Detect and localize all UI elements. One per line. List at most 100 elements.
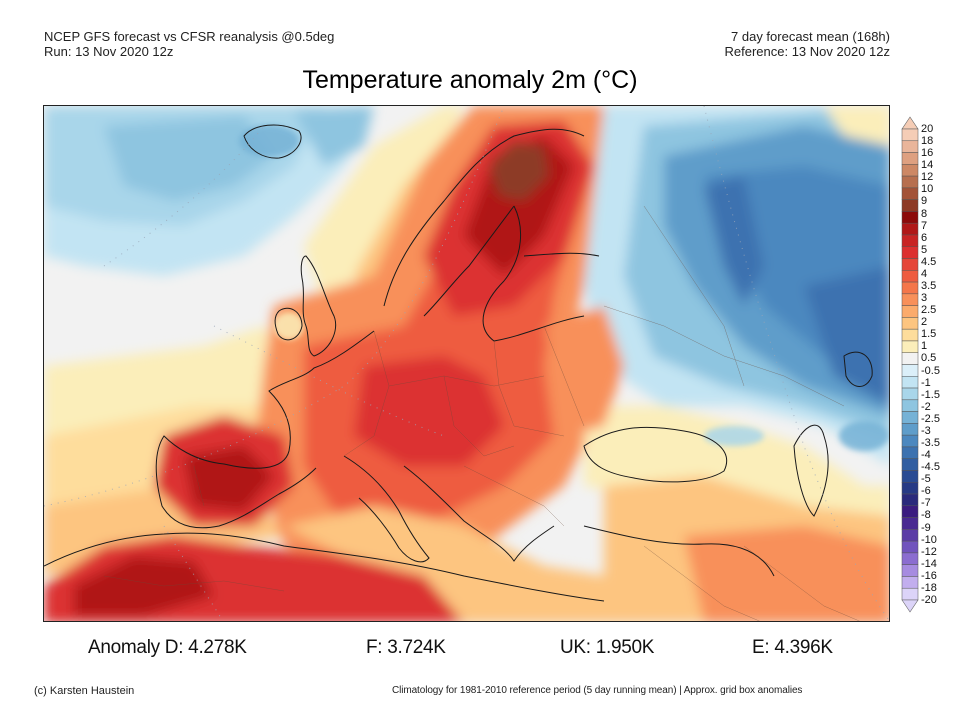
- colorbar-bin: [901, 587, 919, 601]
- anomaly-uk: UK: 1.950K: [560, 637, 655, 658]
- graticule-line: [44, 106, 505, 507]
- colorbar-bin: [901, 470, 919, 483]
- colorbar-bin: [901, 281, 919, 295]
- colorbar-tick-label: -7: [921, 497, 931, 510]
- header-right: 7 day forecast mean (168h) Reference: 13…: [725, 29, 891, 59]
- western-europe-coast: [155, 330, 375, 529]
- colorbar-tick-label: -1.5: [921, 388, 940, 401]
- colorbar-top-arrow: [901, 116, 919, 130]
- header-left: NCEP GFS forecast vs CFSR reanalysis @0.…: [44, 29, 334, 59]
- colorbar-bin: [901, 211, 919, 224]
- colorbar-tick-label: 0.5: [921, 352, 937, 365]
- colorbar-bin: [901, 140, 919, 153]
- colorbar-bin: [901, 423, 919, 436]
- border-line: [463, 465, 565, 527]
- colorbar-bin: [901, 152, 919, 165]
- colorbar-bin: [901, 505, 919, 518]
- colorbar: [901, 116, 919, 613]
- sweden-coast: [423, 205, 515, 317]
- colorbar-bin: [901, 364, 919, 377]
- colorbar-bin: [901, 258, 919, 271]
- colorbar-bin: [901, 529, 919, 542]
- colorbar-tick-label: -2: [921, 400, 931, 413]
- climatology-note: Climatology for 1981-2010 reference peri…: [392, 685, 803, 696]
- colorbar-bin: [901, 458, 919, 471]
- caucasus-cold-spot: [704, 426, 764, 446]
- colorbar-tick-label: 1: [921, 340, 928, 353]
- iberia-core: [184, 446, 274, 511]
- border-line: [388, 375, 545, 387]
- colorbar-bin: [901, 446, 919, 459]
- italy-coast: [343, 455, 430, 563]
- border-line: [193, 465, 205, 507]
- colorbar-bin: [901, 293, 919, 306]
- colorbar-tick-label: -16: [921, 569, 937, 582]
- colorbar-bin: [901, 199, 919, 212]
- colorbar-tick-label: 3.5: [921, 280, 937, 292]
- forecast-period: 7 day forecast mean (168h): [731, 29, 890, 44]
- colorbar-tick-label: 7: [921, 219, 928, 232]
- colorbar-tick-label: -8: [921, 509, 931, 522]
- russia-cold-band: [704, 176, 764, 306]
- colorbar-tick-label: 3: [921, 292, 928, 305]
- north-africa-coast: [44, 532, 605, 602]
- colorbar-bin: [901, 411, 919, 424]
- colorbar-tick-label: -0.5: [921, 364, 940, 377]
- colorbar-tick-label: -18: [921, 581, 937, 594]
- colorbar-bin: [901, 164, 919, 177]
- arctic-pale: [824, 106, 889, 146]
- border-line: [493, 340, 565, 437]
- iceland-cold: [239, 125, 299, 157]
- ireland-coast: [274, 307, 303, 341]
- colorbar-tick-label: -10: [921, 533, 937, 546]
- colorbar-tick-label: 14: [921, 159, 934, 172]
- caspian-cold: [804, 266, 889, 405]
- colorbar-bin: [901, 328, 919, 342]
- colorbar-tick-label: 18: [921, 135, 934, 148]
- britain-coast: [300, 255, 337, 357]
- colorbar-tick-label: 2: [921, 316, 928, 329]
- colorbar-bin: [901, 222, 919, 236]
- colorbar-bin: [901, 493, 919, 507]
- iceland-coast: [243, 124, 302, 159]
- colorbar-bin: [901, 270, 919, 283]
- colorbar-bin: [901, 187, 919, 200]
- central-asia-cold-spot: [839, 421, 889, 451]
- coastlines: [44, 124, 873, 602]
- colorbar-tick-label: 1.5: [921, 328, 937, 341]
- caspian-coast: [793, 424, 829, 517]
- colorbar-bottom-arrow: [901, 599, 919, 613]
- colorbar-bin: [901, 482, 919, 495]
- border-line: [643, 205, 745, 387]
- graticule-line: [103, 125, 265, 267]
- atlantic-cold-north: [294, 106, 374, 166]
- colorbar-tick-label: 4.5: [921, 255, 937, 268]
- colorbar-bin: [901, 517, 919, 530]
- colorbar-tick-label: -3.5: [921, 437, 940, 449]
- colorbar-tick-label: -2.5: [921, 412, 940, 425]
- border-line: [443, 375, 515, 457]
- norway-coast: [383, 128, 585, 307]
- border-line: [103, 575, 285, 592]
- colorbar-tick-label: 6: [921, 231, 928, 244]
- colorbar-bin: [901, 387, 919, 401]
- anomaly-spain: E: 4.396K: [752, 637, 833, 658]
- colorbar-bin: [901, 175, 919, 189]
- colorbar-bin: [901, 317, 919, 330]
- middle-east-warm: [684, 526, 889, 621]
- colorbar-tick-label: -6: [921, 485, 931, 498]
- colorbar-tick-label: 4: [921, 267, 928, 280]
- colorbar-bin: [901, 340, 919, 353]
- border-line: [643, 545, 760, 621]
- anomaly-france: F: 3.724K: [366, 637, 446, 658]
- anomaly-map: [43, 105, 890, 622]
- north-africa-core: [74, 556, 214, 616]
- colorbar-tick-label: -9: [921, 521, 931, 534]
- border-line: [543, 325, 585, 427]
- colorbar-tick-label: 2.5: [921, 304, 937, 317]
- colorbar-bin: [901, 540, 919, 554]
- border-line: [743, 545, 860, 621]
- colorbar-tick-label: 10: [921, 183, 934, 196]
- colorbar-tick-label: 9: [921, 195, 928, 208]
- colorbar-bin: [901, 564, 919, 577]
